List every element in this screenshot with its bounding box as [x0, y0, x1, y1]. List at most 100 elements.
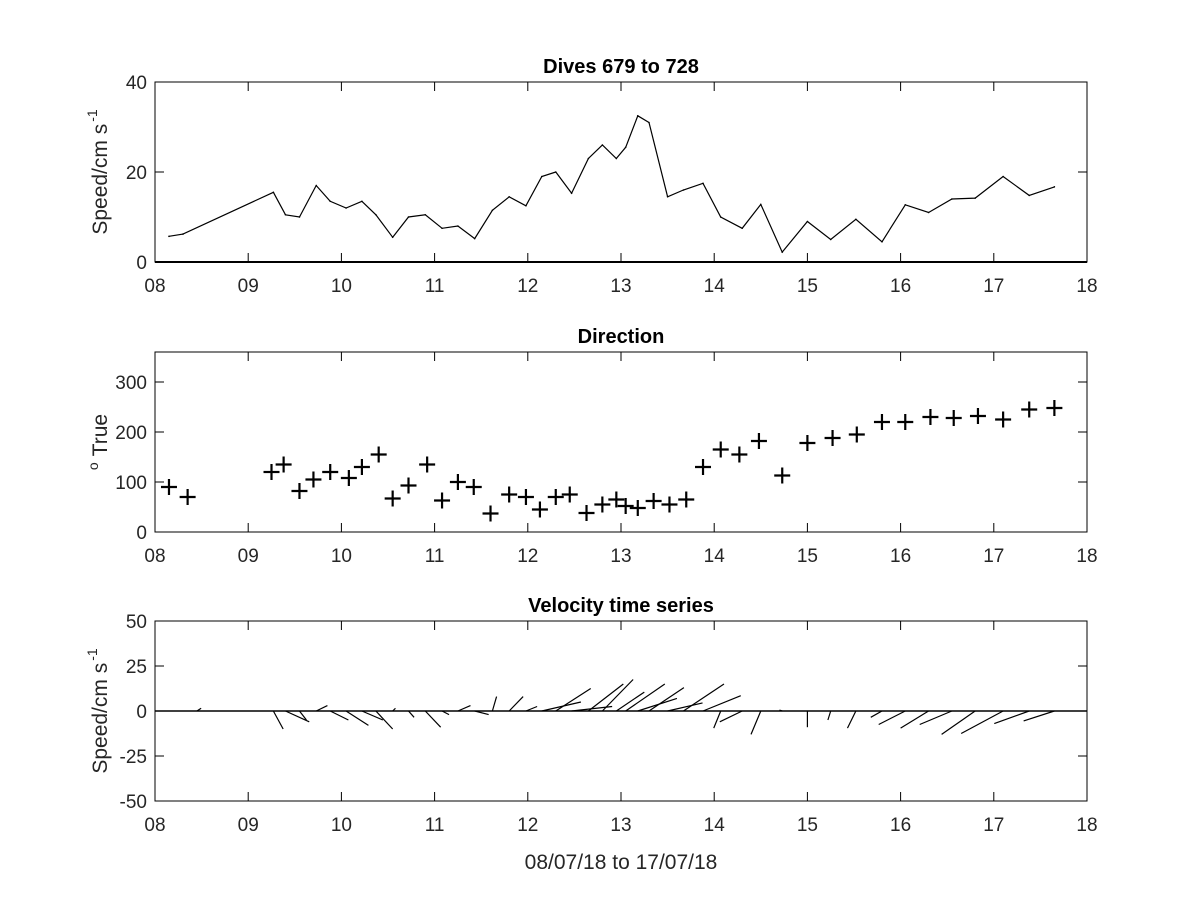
- speed-data-point: [345, 207, 347, 209]
- direction-marker: [774, 467, 791, 484]
- velocity-stick: [345, 710, 369, 726]
- direction-marker: [482, 505, 499, 522]
- velocity-stick: [272, 710, 284, 730]
- speed-data-point: [719, 216, 722, 218]
- speed-data-point: [760, 203, 762, 206]
- velocity-stick: [491, 696, 498, 712]
- velocity-stick: [625, 683, 666, 712]
- speed-data-point: [375, 213, 377, 216]
- x-axis-label: 08/07/18 to 17/07/18: [525, 851, 718, 874]
- direction-marker: [750, 433, 767, 449]
- speed-data-point: [182, 233, 184, 235]
- direction-marker: [160, 479, 177, 495]
- direction-marker: [712, 441, 729, 458]
- x-tick-label: 11: [425, 815, 445, 836]
- direction-marker: [922, 409, 939, 425]
- velocity-stick: [361, 710, 384, 721]
- velocity-plot: 08 09 10 11 12 13 14 15 16 17 18 -50 -25 0 25 50 Velocit…: [84, 595, 1098, 874]
- x-tick-label: 18: [1076, 815, 1097, 836]
- speed-data-point: [648, 121, 650, 124]
- y-axis-label: o True: [85, 414, 112, 470]
- speed-data-point: [525, 204, 527, 207]
- speed-data-point: [636, 114, 639, 117]
- velocity-stick: [298, 710, 307, 721]
- x-tick-label: 12: [517, 276, 538, 297]
- direction-marker: [799, 435, 816, 451]
- direction-marker: [322, 464, 339, 480]
- x-tick-label: 09: [238, 546, 259, 567]
- x-tick-label: 10: [331, 276, 352, 297]
- direction-marker: [275, 456, 292, 473]
- direction-marker: [263, 464, 280, 480]
- direction-marker: [501, 486, 518, 503]
- speed-data-point: [587, 157, 590, 160]
- x-tick-label: 12: [517, 546, 538, 567]
- speed-data-point: [298, 216, 301, 218]
- speed-data-point: [904, 204, 907, 206]
- direction-marker: [617, 498, 634, 514]
- y-tick-label: -25: [120, 747, 147, 768]
- direction-marker: [465, 479, 482, 495]
- y-tick-label: -50: [120, 792, 147, 813]
- direction-marker: [517, 489, 534, 505]
- velocity-stick: [315, 705, 328, 712]
- x-tick-label: 17: [983, 546, 1004, 567]
- speed-data-point: [491, 209, 494, 212]
- speed-data-point: [829, 238, 832, 241]
- direction-marker: [384, 490, 401, 507]
- y-axis-label-exponent: -1: [84, 109, 100, 122]
- speed-data-point: [927, 211, 930, 214]
- direction-marker: [594, 496, 611, 513]
- direction-marker: [179, 489, 196, 505]
- direction-marker: [561, 486, 578, 503]
- x-tick-label: 12: [517, 815, 538, 836]
- direction-marker: [449, 474, 466, 490]
- x-tick-label: 09: [238, 815, 259, 836]
- speed-data-point: [473, 237, 476, 240]
- speed-data-point: [881, 240, 883, 243]
- speed-data-point: [741, 227, 743, 230]
- y-tick-label: 40: [126, 73, 147, 94]
- direction-marker: [1046, 400, 1063, 416]
- y-tick-label: 20: [126, 163, 147, 184]
- speed-data-point: [361, 200, 363, 203]
- direction-plot: 08 09 10 11 12 13 14 15 16 17 18 0 100 200 300 Directio…: [85, 326, 1098, 567]
- speed-data-point: [682, 189, 685, 191]
- speed-data-point: [284, 213, 287, 216]
- direction-marker: [645, 493, 662, 509]
- speed-data-point: [855, 218, 857, 221]
- x-tick-label: 09: [238, 276, 259, 297]
- velocity-stick: [474, 710, 489, 716]
- velocity-stick: [196, 707, 202, 712]
- direction-marker: [995, 411, 1012, 428]
- velocity-stick: [667, 702, 703, 712]
- x-tick-label: 13: [610, 546, 631, 567]
- y-tick-label: 100: [115, 473, 147, 494]
- velocity-stick: [616, 691, 645, 712]
- direction-marker: [531, 501, 548, 518]
- speed-data-point: [615, 157, 618, 160]
- speed-data-point: [457, 225, 459, 227]
- y-axis-label-text: True: [89, 414, 112, 456]
- y-tick-label: 0: [136, 523, 147, 544]
- x-tick-label: 10: [331, 815, 352, 836]
- speed-data-point: [315, 184, 318, 187]
- speed-data-point: [1028, 194, 1031, 197]
- velocity-stick: [919, 710, 953, 726]
- direction-marker: [678, 491, 695, 508]
- velocity-stick: [719, 710, 743, 723]
- direction-marker: [400, 477, 417, 494]
- x-tick-label: 08: [144, 815, 165, 836]
- direction-marker: [873, 414, 890, 430]
- y-tick-label: 25: [126, 657, 147, 678]
- x-tick-label: 16: [890, 276, 911, 297]
- velocity-stick: [329, 710, 349, 721]
- velocity-stick: [994, 710, 1030, 725]
- speed-data-point: [1002, 175, 1004, 178]
- speed-data-point: [951, 198, 953, 200]
- velocity-stick: [285, 710, 310, 723]
- speed-data-point: [624, 146, 627, 149]
- speed-data-point: [391, 236, 394, 239]
- x-tick-label: 08: [144, 546, 165, 567]
- speed-series-line: [168, 114, 1055, 254]
